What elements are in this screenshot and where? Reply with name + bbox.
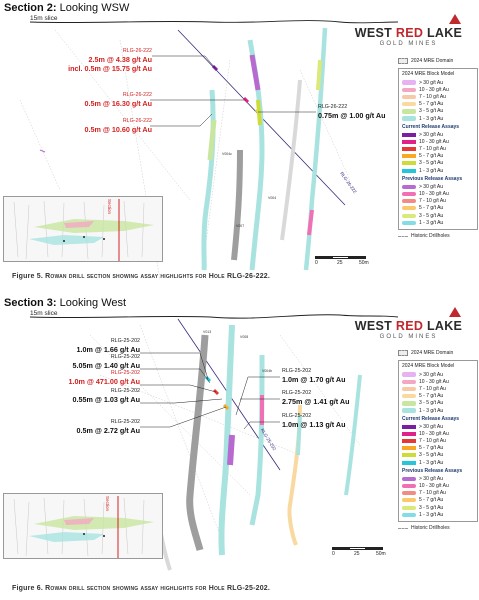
inset-drawing	[13, 496, 154, 558]
scale-bar: 0 25 50m	[315, 256, 369, 266]
vein-label: V004b	[262, 369, 273, 373]
vein-label: V008	[240, 335, 249, 339]
callout-4: RLG-26-222 0.75m @ 1.00 g/t Au	[318, 104, 386, 120]
callout-3: RLG-25-202 1.0m @ 471.00 g/t Au	[68, 370, 140, 386]
domain-swatch-icon	[398, 58, 408, 64]
inset-section-label: Section	[107, 199, 112, 215]
figure-6-caption: Figure 6. Rowan drill section showing as…	[12, 585, 271, 592]
section-2-drawing	[19, 20, 399, 281]
inset-section-label: Section	[105, 496, 110, 512]
section-3-title: Section 3: Looking West	[4, 297, 127, 309]
domain-swatch-icon	[398, 350, 408, 356]
callout-1b: incl. 0.5m @ 15.75 g/t Au	[68, 64, 152, 73]
figure-5-panel: Section 2: Looking WSW 15m slice RLG-26-…	[0, 0, 479, 290]
company-logo: WEST RED LAKE GOLD MINES	[346, 307, 471, 340]
historic-drillhole-icon	[398, 527, 408, 529]
logo-mark-icon	[449, 14, 461, 24]
location-inset: Section	[3, 196, 163, 262]
callout-6: RLG-25-202 1.0m @ 1.70 g/t Au	[282, 368, 346, 384]
callout-8: RLG-25-202 1.0m @ 1.13 g/t Au	[282, 413, 346, 429]
logo-mark-icon	[449, 307, 461, 317]
company-logo: WEST RED LAKE GOLD MINES	[346, 14, 471, 47]
slice-label: 15m slice	[30, 310, 58, 317]
callout-5: RLG-25-202 0.5m @ 2.72 g/t Au	[76, 419, 140, 435]
vein-label: V013	[203, 330, 212, 334]
callout-4: RLG-25-202 0.55m @ 1.03 g/t Au	[72, 388, 140, 404]
figure-6-panel: Section 3: Looking West 15m slice RLG-25…	[0, 295, 479, 595]
vein-label: V004c	[222, 152, 232, 156]
callout-2: RLG-25-202 5.05m @ 1.40 g/t Au	[72, 354, 140, 370]
section-3-drawing	[29, 314, 399, 571]
location-inset: Section	[3, 493, 163, 559]
vein-label: V007	[236, 224, 245, 228]
callout-1: RLG-26-222 2.5m @ 4.38 g/t Au	[88, 48, 152, 64]
scale-bar: 0 25 50m	[332, 547, 386, 557]
callout-7: RLG-25-202 2.75m @ 1.41 g/t Au	[282, 390, 350, 406]
figure-5-caption: Figure 5. Rowan drill section showing as…	[12, 273, 271, 280]
callout-3: RLG-26-222 0.5m @ 10.60 g/t Au	[84, 118, 152, 134]
legend: 2024 MRE Domain 2024 MRE Block Model > 3…	[398, 350, 478, 531]
section-2-title: Section 2: Looking WSW	[4, 2, 130, 14]
inset-drawing	[13, 199, 154, 261]
callout-1: RLG-25-202 1.0m @ 1.66 g/t Au	[76, 338, 140, 354]
legend: 2024 MRE Domain 2024 MRE Block Model > 3…	[398, 58, 478, 239]
historic-drillhole-icon	[398, 235, 408, 237]
vein-label: V004	[268, 196, 277, 200]
slice-label: 15m slice	[30, 15, 58, 22]
callout-2: RLG-26-222 0.5m @ 16.30 g/t Au	[84, 92, 152, 108]
